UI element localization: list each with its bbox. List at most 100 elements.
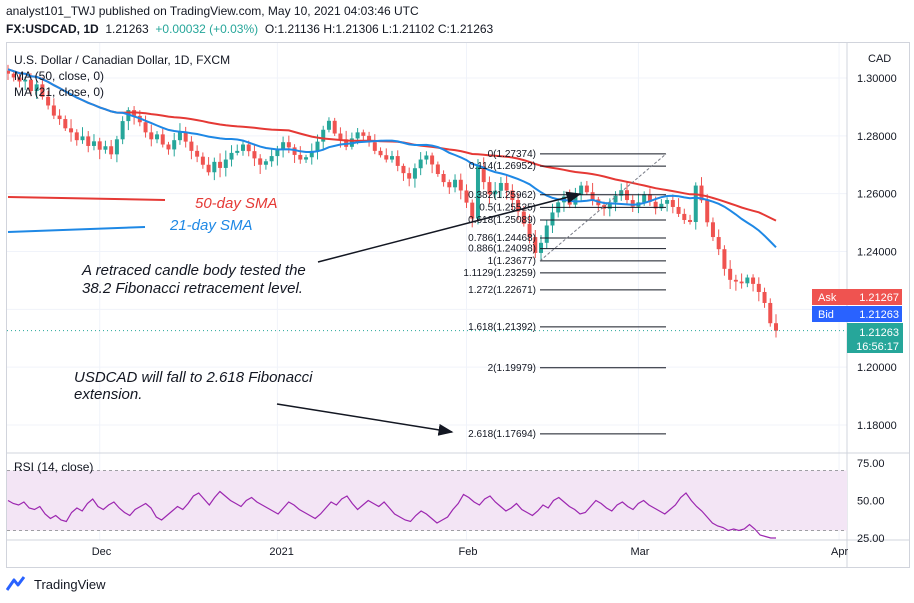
candle-body: [733, 279, 738, 282]
candle-body: [149, 132, 154, 140]
candle-body: [252, 151, 257, 159]
bid-value: 1.21263: [859, 309, 899, 321]
annotations: [7, 191, 582, 436]
ma50-legend: MA (50, close, 0): [14, 69, 104, 83]
candle-body: [407, 173, 412, 179]
candle-body: [63, 119, 68, 129]
sma21-line: [7, 68, 777, 249]
candle-body: [235, 150, 240, 153]
candle-body: [160, 134, 165, 145]
candle-body: [321, 129, 326, 142]
candle-body: [722, 249, 727, 269]
candle-body: [11, 73, 16, 78]
candle-body: [7, 70, 10, 74]
candle-body: [470, 202, 475, 219]
countdown-value: 16:56:17: [856, 341, 899, 353]
candle-body: [69, 128, 74, 133]
candle-body: [51, 105, 56, 116]
candle-body: [768, 302, 773, 324]
candle-body: [275, 148, 280, 157]
rsi-tick-label: 25.00: [857, 533, 885, 545]
note2-line1: USDCAD will fall to 2.618 Fibonacci: [74, 369, 313, 386]
note2-line2: extension.: [74, 386, 142, 403]
candle-body: [372, 142, 377, 151]
candle-body: [498, 182, 503, 191]
fib-level-label: 0.786(1.24468): [468, 233, 536, 244]
grid: [7, 43, 847, 540]
currency-label: CAD: [868, 53, 891, 65]
fib-level-label: 0(1.27374): [488, 149, 536, 160]
ma21-legend: MA (21, close, 0): [14, 85, 104, 99]
price-labels: Ask 1.21267 Bid 1.21263 1.21263 16:56:17: [7, 289, 903, 353]
candle-body: [229, 152, 234, 160]
candle-body: [218, 161, 223, 168]
candle-body: [298, 154, 303, 160]
candle-body: [710, 222, 715, 238]
fib-level-label: 0.618(1.25089): [468, 215, 536, 226]
y-tick-label: 1.28000: [857, 131, 897, 143]
fib-level-label: 0.886(1.24098): [468, 244, 536, 255]
symbol: FX:USDCAD, 1D: [6, 22, 99, 36]
candle-body: [80, 136, 85, 141]
candle-body: [693, 185, 698, 223]
candle-body: [57, 115, 62, 120]
candle-body: [516, 200, 521, 212]
price-change: +0.00032 (+0.03%): [155, 22, 259, 36]
candle-body: [647, 194, 652, 202]
moving-averages: [7, 68, 777, 249]
fibonacci: 0(1.27374)0.114(1.26952)0.382(1.25962)0.…: [463, 149, 667, 440]
candle-body: [510, 190, 515, 201]
note1-line2: 38.2 Fibonacci retracement level.: [82, 280, 303, 297]
x-axis: Dec2021FebMarAprMay: [92, 546, 849, 558]
y-tick-label: 1.26000: [857, 189, 897, 201]
candle-body: [435, 164, 440, 175]
candle-body: [630, 200, 635, 207]
candle-body: [418, 159, 423, 169]
note1-line1: A retraced candle body tested the: [81, 262, 306, 279]
candle-body: [292, 147, 297, 155]
candle-body: [705, 200, 710, 223]
rsi-tick-label: 75.00: [857, 458, 885, 470]
candle-body: [774, 323, 778, 331]
rsi-legend: RSI (14, close): [14, 460, 93, 474]
candle-body: [464, 190, 469, 203]
candle-body: [573, 195, 578, 205]
candle-body: [665, 200, 670, 204]
y-tick-label: 1.20000: [857, 362, 897, 374]
candle-body: [751, 277, 756, 284]
candle-body: [521, 211, 526, 224]
candle-body: [533, 237, 538, 253]
candle-body: [91, 141, 96, 146]
tradingview-logo-text: TradingView: [34, 576, 106, 592]
candle-body: [504, 182, 509, 191]
ask-badge: [812, 289, 902, 305]
y-tick-label: 1.18000: [857, 420, 897, 432]
candle-body: [177, 132, 182, 141]
candle-body: [401, 165, 406, 174]
candle-body: [172, 140, 177, 150]
candle-body: [453, 179, 458, 188]
candle-body: [166, 144, 171, 150]
candle-body: [619, 190, 624, 196]
candle-body: [481, 166, 486, 183]
candle-body: [756, 283, 761, 292]
y-tick-label: 1.24000: [857, 247, 897, 259]
bid-badge: [812, 306, 902, 322]
candle-body: [304, 157, 309, 160]
candle-body: [670, 200, 675, 207]
candle-body: [613, 195, 618, 203]
candle-body: [579, 185, 584, 196]
candle-body: [240, 144, 245, 151]
candle-body: [378, 150, 383, 156]
candle-body: [183, 132, 188, 142]
candle-body: [120, 121, 125, 140]
ask-label: Ask: [818, 292, 837, 304]
candle-body: [97, 141, 102, 150]
candle-body: [762, 291, 767, 303]
candle-body: [143, 122, 148, 133]
sma21-sample-line: [7, 226, 146, 233]
fib-level-label: 0.5(1.25525): [479, 202, 536, 213]
candle-body: [23, 79, 28, 82]
candle-body: [206, 164, 211, 173]
